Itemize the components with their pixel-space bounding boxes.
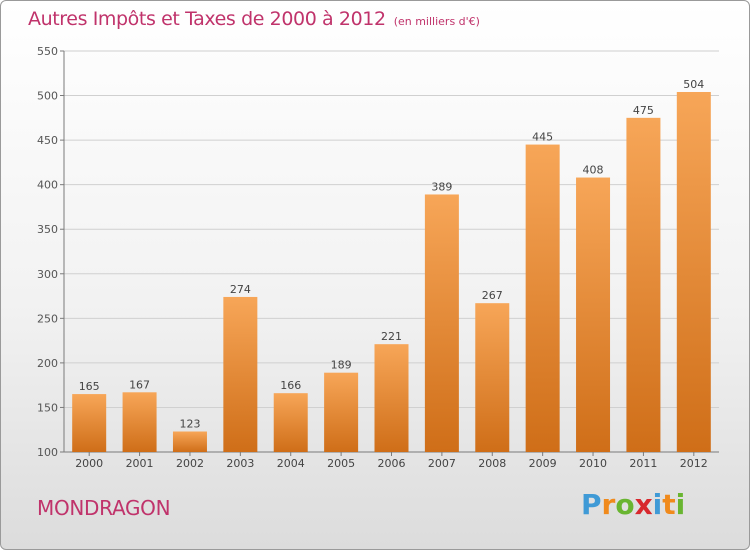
logo-letter: i xyxy=(675,488,686,521)
x-tick-label: 2002 xyxy=(176,457,204,470)
bar-2001 xyxy=(122,392,157,452)
y-tick-label: 450 xyxy=(37,134,58,147)
value-label: 267 xyxy=(482,289,503,302)
y-tick-label: 100 xyxy=(37,446,58,459)
logo-letter: i xyxy=(652,488,663,521)
bar-2000 xyxy=(72,394,107,452)
proxiti-logo: Proxiti xyxy=(581,488,685,521)
bar-2007 xyxy=(424,194,459,453)
x-tick-label: 2008 xyxy=(478,457,506,470)
x-tick-label: 2012 xyxy=(680,457,708,470)
x-tick-label: 2010 xyxy=(579,457,607,470)
data-labels: 165 167 123 274 166 189 221 389 267 445 408 475 504 xyxy=(79,78,705,431)
value-label: 389 xyxy=(431,180,452,193)
title-text: Autres Impôts et Taxes de 2000 à 2012 xyxy=(28,8,386,30)
value-label: 408 xyxy=(583,164,604,177)
x-tick-label: 2006 xyxy=(378,457,406,470)
value-label: 504 xyxy=(683,78,704,91)
value-label: 274 xyxy=(230,283,251,296)
value-label: 475 xyxy=(633,104,654,117)
logo-letter: o xyxy=(615,488,635,521)
x-tick-label: 2011 xyxy=(629,457,657,470)
bar-2004 xyxy=(273,393,308,452)
value-label: 166 xyxy=(280,379,301,392)
x-tick-label: 2003 xyxy=(226,457,254,470)
value-label: 165 xyxy=(79,380,100,393)
x-tick-label: 2000 xyxy=(75,457,103,470)
bar-2003 xyxy=(223,296,258,452)
x-tick-label: 2005 xyxy=(327,457,355,470)
unit-text: (en milliers d'€) xyxy=(393,15,480,28)
bar-2011 xyxy=(626,117,661,452)
y-tick-label: 400 xyxy=(37,179,58,192)
location-name: MONDRAGON xyxy=(37,496,171,520)
bar-2008 xyxy=(475,303,510,452)
y-tick-label: 250 xyxy=(37,312,58,325)
x-tick-label: 2007 xyxy=(428,457,456,470)
value-label: 445 xyxy=(532,131,553,144)
y-tick-label: 150 xyxy=(37,401,58,414)
logo-letter: r xyxy=(601,488,616,521)
axes: 100 150 200 250 300 350 400 450 500 550 2000 2001 20… xyxy=(37,45,719,470)
y-tick-label: 200 xyxy=(37,357,58,370)
gridlines xyxy=(64,50,719,408)
y-tick-label: 500 xyxy=(37,90,58,103)
bar-2009 xyxy=(525,144,560,453)
logo-letter: x xyxy=(634,488,653,521)
y-tick-label: 350 xyxy=(37,223,58,236)
y-tick-label: 550 xyxy=(37,45,58,58)
bar-2006 xyxy=(374,344,409,452)
bar-2005 xyxy=(324,372,359,452)
value-label: 189 xyxy=(331,359,352,372)
bar-2010 xyxy=(576,177,611,452)
logo-letter: P xyxy=(581,488,602,521)
chart-title: Autres Impôts et Taxes de 2000 à 2012 (en… xyxy=(28,8,480,30)
x-tick-label: 2004 xyxy=(277,457,305,470)
bar-2002 xyxy=(172,431,207,452)
value-label: 123 xyxy=(179,418,200,431)
bar-2012 xyxy=(676,91,711,452)
y-tick-label: 300 xyxy=(37,268,58,281)
bars xyxy=(72,91,711,453)
x-tick-label: 2001 xyxy=(126,457,154,470)
value-label: 221 xyxy=(381,330,402,343)
value-label: 167 xyxy=(129,378,150,391)
logo-letter: t xyxy=(662,488,676,521)
x-tick-label: 2009 xyxy=(529,457,557,470)
